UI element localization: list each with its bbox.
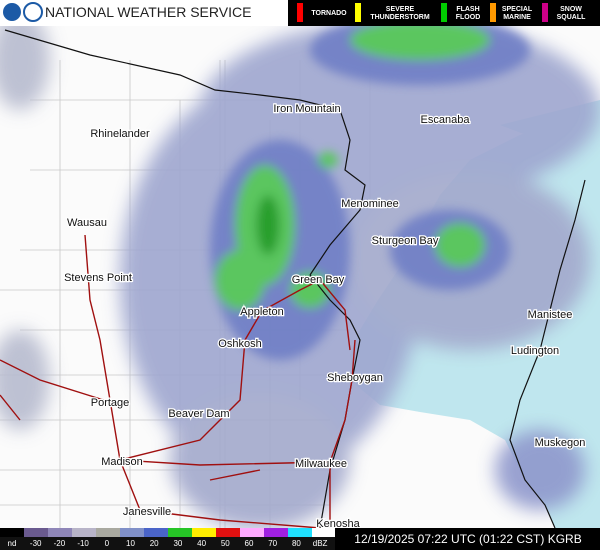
scale-label: -20 — [54, 539, 66, 548]
city-label: Ludington — [511, 345, 559, 357]
city-label: Kenosha — [316, 518, 360, 530]
legend-label: FLOOD — [456, 14, 481, 21]
color-scale — [0, 528, 335, 550]
radar-echoes — [210, 15, 530, 360]
nws-logo — [23, 2, 43, 22]
roads — [0, 234, 356, 529]
city-label: Green Bay — [292, 274, 345, 286]
legend-swatch — [441, 3, 447, 22]
scale-label: nd — [8, 539, 17, 548]
shoreline — [309, 179, 586, 529]
scale-label: -30 — [30, 539, 42, 548]
city-label: Sturgeon Bay — [372, 235, 439, 247]
scale-label: 30 — [173, 539, 182, 548]
legend-label: THUNDERSTORM — [370, 14, 430, 21]
header-title: NATIONAL WEATHER SERVICE — [45, 4, 251, 20]
city-label: Beaver Dam — [168, 408, 229, 420]
city-label: Muskegon — [535, 437, 586, 449]
timestamp: 12/19/2025 07:22 UTC (01:22 CST) KGRB — [354, 532, 581, 546]
legend-label: TORNADO — [311, 10, 347, 17]
scale-label: 70 — [268, 539, 277, 548]
scale-label: 20 — [150, 539, 159, 548]
scale-label: 50 — [221, 539, 230, 548]
legend-label: SQUALL — [557, 14, 587, 21]
legend-swatch — [490, 3, 496, 22]
scale-label: 0 — [105, 539, 110, 548]
city-label: Stevens Point — [64, 272, 132, 284]
city-label: Milwaukee — [295, 458, 347, 470]
city-labels: Iron Mountain Escanaba Rhinelander Menom… — [63, 102, 587, 532]
city-label: Sheboygan — [327, 372, 383, 384]
scale-label: 40 — [197, 539, 206, 548]
legend-label: SNOW — [560, 6, 582, 13]
state-border — [4, 29, 366, 276]
legend-swatch — [297, 3, 303, 22]
city-label: Portage — [91, 397, 130, 409]
scale-label: -10 — [77, 539, 89, 548]
city-label: Janesville — [123, 506, 171, 518]
city-label: Wausau — [67, 217, 107, 229]
legend-swatch — [542, 3, 548, 22]
legend-label: FLASH — [456, 6, 479, 13]
scale-label: dBZ — [313, 539, 328, 548]
legend-label: SEVERE — [386, 6, 415, 13]
city-label: Menominee — [341, 198, 398, 210]
city-label: Oshkosh — [218, 338, 261, 350]
city-label: Escanaba — [421, 114, 471, 126]
scale-label: 80 — [292, 539, 301, 548]
legend-swatch — [355, 3, 361, 22]
city-label: Madison — [101, 456, 143, 468]
noaa-logo — [3, 3, 21, 21]
legend-label: MARINE — [503, 14, 531, 21]
city-label: Manistee — [528, 309, 573, 321]
scale-label: 10 — [126, 539, 135, 548]
city-label: Rhinelander — [90, 128, 150, 140]
city-label: Appleton — [240, 306, 283, 318]
legend-label: SPECIAL — [502, 6, 533, 13]
city-label: Iron Mountain — [273, 103, 340, 115]
timestamp-bar — [335, 528, 600, 550]
scale-label: 60 — [245, 539, 254, 548]
